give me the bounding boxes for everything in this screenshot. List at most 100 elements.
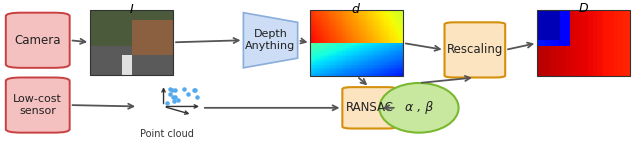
Bar <box>364 51 367 53</box>
Bar <box>548 46 552 48</box>
Bar <box>336 59 339 61</box>
Bar <box>356 16 360 18</box>
Bar <box>313 63 316 64</box>
Bar <box>338 33 341 35</box>
Bar <box>364 63 367 64</box>
Bar <box>584 36 586 38</box>
Bar <box>579 58 582 59</box>
Bar <box>577 53 579 55</box>
Bar <box>368 31 371 33</box>
Bar <box>332 20 334 21</box>
Bar <box>375 38 378 40</box>
Bar <box>394 31 397 33</box>
Bar <box>586 59 589 61</box>
Bar <box>398 36 401 38</box>
Bar <box>609 61 612 63</box>
Bar <box>586 73 589 75</box>
Bar <box>366 66 369 68</box>
Bar <box>595 68 598 69</box>
Bar <box>625 53 628 55</box>
Bar <box>597 71 600 73</box>
Bar <box>572 28 575 30</box>
Bar <box>338 16 341 18</box>
Bar <box>548 33 552 35</box>
Bar <box>611 18 614 20</box>
Bar <box>340 46 344 48</box>
Bar <box>343 51 346 53</box>
Bar <box>345 43 348 45</box>
Bar <box>317 64 320 66</box>
Bar <box>310 56 314 58</box>
Bar <box>540 71 542 73</box>
Bar <box>590 58 593 59</box>
Bar <box>364 21 367 23</box>
Bar <box>315 38 318 40</box>
Bar <box>373 36 376 38</box>
Bar <box>356 41 360 43</box>
Bar <box>586 46 589 48</box>
Bar <box>590 61 593 63</box>
Bar <box>560 44 563 46</box>
Bar <box>90 10 173 75</box>
Bar <box>382 49 385 51</box>
Bar <box>577 36 579 38</box>
Bar <box>625 49 628 51</box>
Bar <box>604 13 607 15</box>
Bar <box>401 20 404 21</box>
Bar <box>317 58 320 59</box>
Bar <box>373 64 376 66</box>
Bar <box>558 21 561 23</box>
Bar <box>396 51 399 53</box>
Bar <box>336 44 339 46</box>
Bar <box>614 15 616 17</box>
Bar <box>570 49 573 51</box>
Bar <box>355 71 357 73</box>
Bar <box>554 43 556 45</box>
Bar <box>620 18 623 20</box>
Bar <box>547 28 549 30</box>
Bar <box>398 59 401 61</box>
Bar <box>315 30 318 31</box>
Bar <box>371 11 374 13</box>
Bar <box>593 58 596 59</box>
Bar <box>362 43 364 45</box>
Bar <box>565 35 568 36</box>
Bar <box>359 15 362 17</box>
Bar <box>320 35 323 36</box>
Bar <box>627 33 630 35</box>
Bar <box>540 40 542 41</box>
Bar <box>394 18 397 20</box>
Bar <box>352 61 355 63</box>
Bar <box>556 61 559 63</box>
Bar <box>350 31 353 33</box>
Bar <box>396 31 399 33</box>
Bar <box>541 64 545 66</box>
Bar <box>565 30 568 31</box>
Bar <box>350 58 353 59</box>
Bar <box>313 31 316 33</box>
Bar <box>345 56 348 58</box>
Bar <box>586 21 589 23</box>
Bar <box>352 59 355 61</box>
Bar <box>586 64 589 66</box>
Bar <box>366 58 369 59</box>
Bar <box>345 58 348 59</box>
Bar <box>574 66 577 68</box>
Bar <box>611 48 614 50</box>
Bar <box>375 16 378 18</box>
Bar <box>387 58 390 59</box>
Bar <box>600 58 603 59</box>
Bar <box>611 43 614 45</box>
Bar <box>324 16 327 18</box>
Bar <box>611 31 614 33</box>
Bar <box>565 20 568 21</box>
Bar <box>595 41 598 43</box>
Bar <box>320 38 323 40</box>
Bar <box>595 16 598 18</box>
Bar <box>584 18 586 20</box>
Bar <box>373 74 376 76</box>
Bar <box>373 44 376 46</box>
Bar <box>581 66 584 68</box>
Bar <box>375 63 378 64</box>
Bar <box>317 49 320 51</box>
